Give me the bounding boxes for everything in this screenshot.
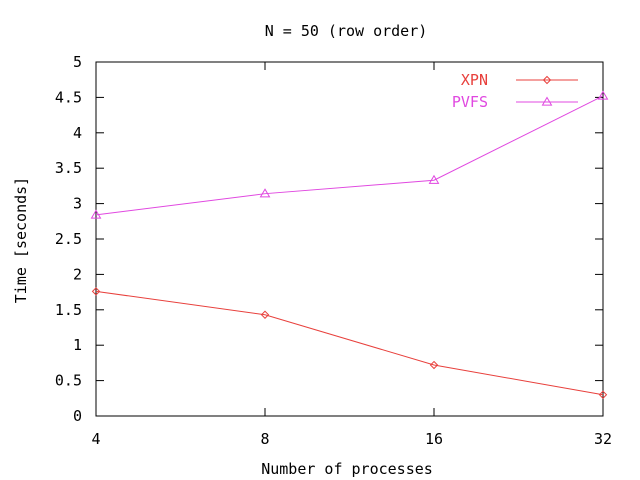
- data-point-pvfs: [259, 188, 271, 198]
- x-tick-label: 16: [425, 430, 443, 448]
- x-tick-label: 4: [91, 430, 100, 448]
- y-axis-label: Time [seconds]: [12, 177, 30, 303]
- chart-title: N = 50 (row order): [265, 22, 428, 40]
- y-tick-label: 5: [73, 53, 82, 71]
- y-tick-label: 2.5: [55, 230, 82, 248]
- y-tick-label: 0.5: [55, 372, 82, 390]
- legend: XPN PVFS: [452, 71, 578, 111]
- data-point-pvfs: [428, 174, 440, 184]
- series-xpn: [91, 287, 608, 399]
- data-point-xpn: [260, 310, 270, 319]
- legend-label-xpn: XPN: [461, 71, 488, 89]
- x-tick-label: 32: [594, 430, 612, 448]
- y-tick-label: 4: [73, 124, 82, 142]
- series-layer: [90, 90, 609, 399]
- legend-marker-xpn: [542, 75, 552, 85]
- axis-ticks: 0 0.5 1 1.5 2 2.5 3 3.5 4 4.5 5 4 8 16 32: [55, 53, 612, 448]
- y-tick-label: 0: [73, 407, 82, 425]
- y-tick-label: 3: [73, 195, 82, 213]
- y-tick-label: 2: [73, 265, 82, 283]
- x-axis-label: Number of processes: [261, 460, 433, 478]
- data-point-xpn: [91, 287, 101, 296]
- y-tick-label: 1.5: [55, 301, 82, 319]
- plot-frame: [95, 61, 604, 417]
- data-point-xpn: [598, 390, 608, 399]
- series-line-pvfs: [95, 95, 604, 216]
- data-point-pvfs: [597, 90, 609, 100]
- legend-marker-pvfs: [541, 96, 553, 106]
- data-point-xpn: [429, 360, 439, 370]
- data-point-pvfs: [90, 209, 102, 219]
- y-tick-label: 4.5: [55, 88, 82, 106]
- y-tick-label: 3.5: [55, 159, 82, 177]
- series-pvfs: [90, 90, 609, 219]
- x-tick-label: 8: [260, 430, 269, 448]
- y-tick-label: 1: [73, 336, 82, 354]
- legend-label-pvfs: PVFS: [452, 93, 488, 111]
- series-line-xpn: [95, 290, 604, 396]
